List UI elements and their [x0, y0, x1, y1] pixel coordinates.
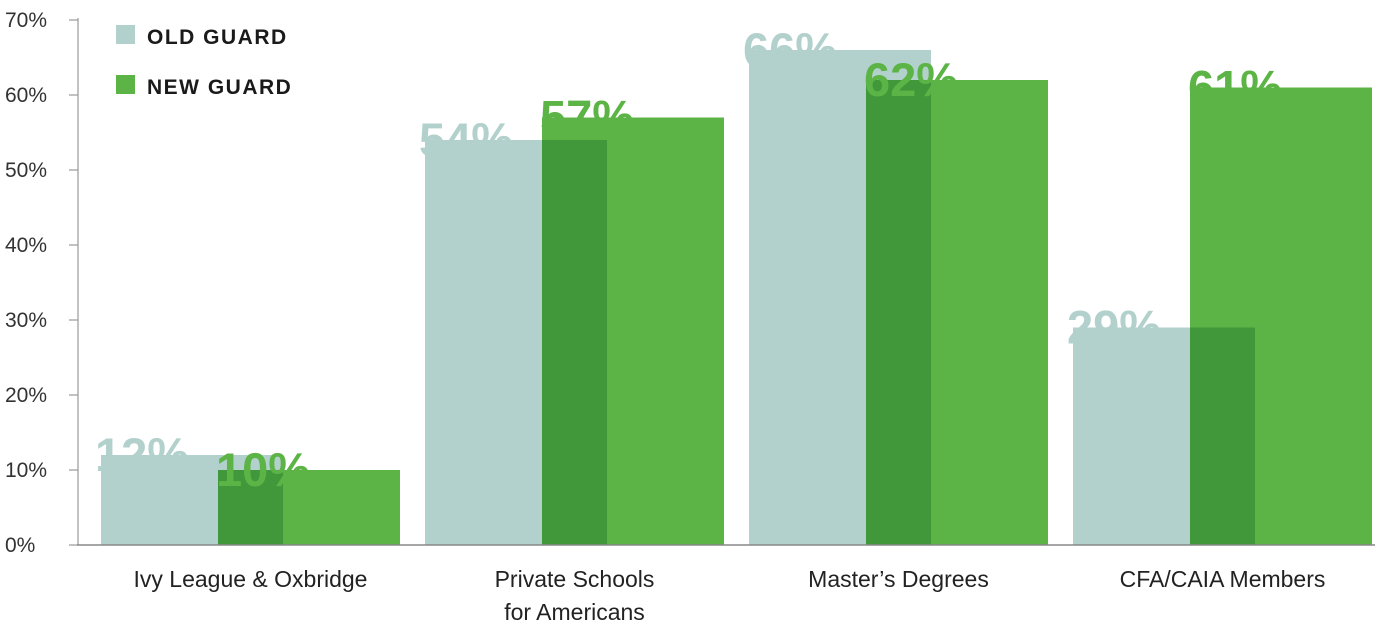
- legend-swatch-old-guard: [116, 25, 135, 44]
- data-label-new-guard: 62%: [864, 53, 958, 106]
- x-axis: Ivy League & Oxbridge Private Schools for …: [77, 544, 1375, 625]
- y-tick-label: 50%: [5, 159, 47, 182]
- data-label-old-guard: 66%: [743, 23, 837, 76]
- data-label-old-guard: 54%: [419, 113, 513, 166]
- y-tick-label: 20%: [5, 384, 47, 407]
- legend-label-new-guard: NEW GUARD: [147, 76, 292, 99]
- y-tick-label: 0%: [5, 534, 35, 557]
- y-tick-label: 60%: [5, 84, 47, 107]
- legend-swatch-new-guard: [116, 75, 135, 94]
- y-tick-label: 10%: [5, 459, 47, 482]
- y-tick-label: 40%: [5, 234, 47, 257]
- data-label-new-guard: 61%: [1188, 61, 1282, 114]
- bar-overlap: [866, 80, 931, 545]
- x-category-label: Private Schools: [495, 566, 655, 592]
- x-category-label: Ivy League & Oxbridge: [134, 566, 368, 592]
- data-label-new-guard: 57%: [540, 91, 634, 144]
- x-category-label: Master’s Degrees: [808, 566, 989, 592]
- x-category-label: CFA/CAIA Members: [1120, 566, 1326, 592]
- y-tick-label: 30%: [5, 309, 47, 332]
- bars: [101, 50, 1372, 545]
- data-label-new-guard: 10%: [216, 443, 310, 496]
- bar-overlap: [218, 470, 283, 545]
- legend-label-old-guard: OLD GUARD: [147, 26, 288, 49]
- bar-overlap: [1190, 327, 1255, 545]
- y-tick-label: 70%: [5, 9, 47, 32]
- data-label-old-guard: 12%: [95, 428, 189, 481]
- legend: OLD GUARD NEW GUARD: [116, 25, 292, 99]
- data-labels: 12% 10% 54% 57% 66% 62% 29% 61%: [95, 23, 1282, 496]
- bar-overlap: [542, 140, 607, 545]
- x-category-label: for Americans: [504, 599, 645, 625]
- y-axis: 0% 10% 20% 30% 40% 50% 60% 70%: [5, 9, 79, 557]
- data-label-old-guard: 29%: [1067, 301, 1161, 354]
